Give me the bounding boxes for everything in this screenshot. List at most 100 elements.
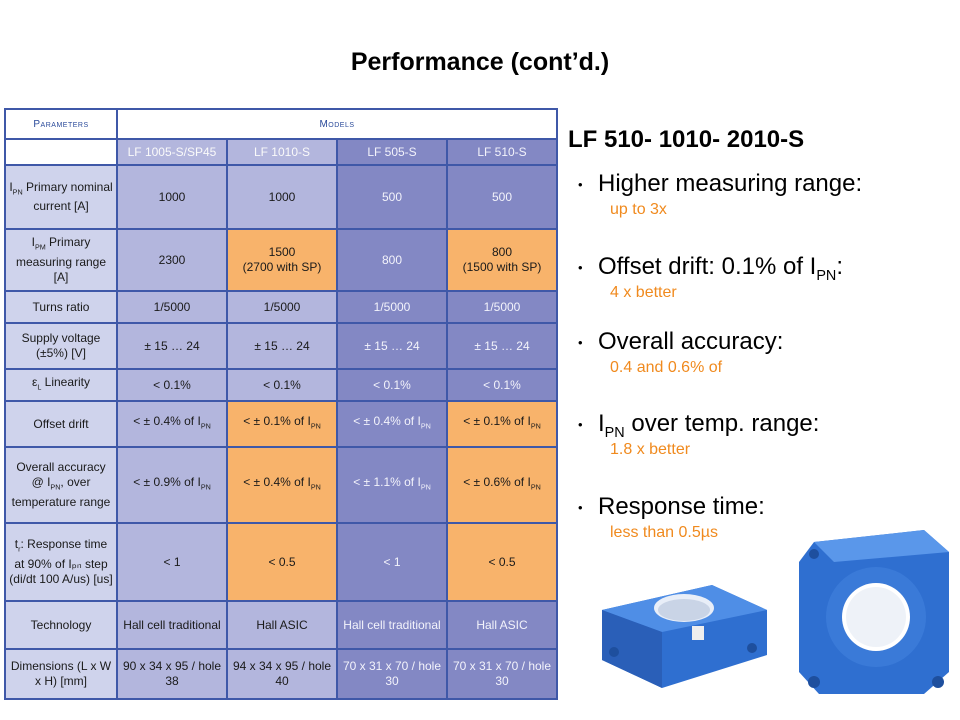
cell-note: (1500 with SP) [462,260,542,274]
table-cell: < ± 1.1% of IPN [338,448,446,522]
cell-value: 800 [491,245,513,259]
table-cell: < ± 0.4% of IPN [228,448,336,522]
cell-value: < 0.5 [268,554,296,569]
cell-value: Hall ASIC [256,617,308,632]
table-cell: 70 x 31 x 70 / hole 30 [448,650,556,698]
table-cell: < 0.5 [448,524,556,600]
cell-value: 500 [491,189,513,204]
models-row: LF 1005-S/SP45 LF 1010-S LF 505-S LF 510… [6,140,556,164]
table-cell: < 0.1% [448,370,556,400]
table-cell: < 1 [118,524,226,600]
parameter-rest-text: Linearity [41,375,91,390]
parameter-subscript: PN [12,187,23,197]
cell-value: 1/5000 [153,299,191,314]
table-cell: Hall cell traditional [118,602,226,648]
table-cell: 800 [338,230,446,290]
cell-value: 1/5000 [263,299,301,314]
parameter-main-text: Overall accuracy @ I [16,460,106,490]
parameter-rest-text: : Response time at 90% of Iₚₙ step (di/d… [9,537,113,586]
benefit-text: IPN over temp. range: [598,410,819,441]
benefit-detail: 1.8 x better [610,441,691,458]
cell-value: < 0.1% [483,377,521,392]
table-cell: < ± 0.6% of IPN [448,448,556,522]
table-cell: 500 [448,166,556,228]
cell-value: 70 x 31 x 70 / hole 30 [342,659,442,688]
parameter-main-text: Turns ratio [32,299,90,314]
table-cell: < ± 0.1% of IPN [228,402,336,446]
cell-value: Hall cell traditional [123,617,221,632]
benefit-subscript: PN [604,424,625,441]
benefit-text: Offset drift: 0.1% of IPN: [598,253,843,284]
benefit-text: Response time: [598,493,765,521]
parameter-rest-text: Primary nominal current [A] [22,179,113,214]
table-cell: < ± 0.9% of IPN [118,448,226,522]
header-row: Parameters Models [6,110,556,138]
cell-value: < ± 1.1% of I [353,475,421,490]
cell-value: 70 x 31 x 70 / hole 30 [452,659,552,688]
cell-value: < 1 [163,554,181,569]
header-parameters: Parameters [6,110,116,138]
table-cell: ± 15 … 24 [228,324,336,368]
cell-value: < ± 0.4% of I [353,414,421,429]
cell-value: 500 [381,189,403,204]
sensor-small-image [602,585,767,688]
model-name: LF 505-S [338,140,446,164]
parameter-subscript: PM [34,242,46,252]
parameter-main-text: I [31,235,35,250]
cell-subscript: PN [420,421,431,431]
benefit-main: Higher measuring range: [598,170,863,197]
cell-value: < 0.1% [153,377,191,392]
parameter-main-text: Technology [30,617,92,632]
bullet-icon: • [578,417,583,432]
cell-subscript: PN [310,421,321,431]
table-cell: Hall ASIC [448,602,556,648]
cell-value: ± 15 … 24 [474,338,530,353]
cell-value: < ± 0.4% of I [133,414,201,429]
cell-value: ± 15 … 24 [364,338,420,353]
page-title: Performance (cont’d.) [350,48,610,76]
table-cell: Hall ASIC [228,602,336,648]
table-row: Offset drift < ± 0.4% of IPN < ± 0.1% of I… [6,402,556,446]
table-cell: 94 x 34 x 95 / hole 40 [228,650,336,698]
parameter-label: Dimensions (L x W x H) [mm] [6,650,116,698]
spec-table-body: Parameters Models LF 1005-S/SP45 LF 1010… [6,110,556,698]
cell-value: 94 x 34 x 95 / hole 40 [232,659,332,688]
benefit-subscript: PN [816,267,837,284]
benefit-text: Higher measuring range: [598,170,862,198]
table-row: εL Linearity < 0.1% < 0.1% < 0.1% < 0.1% [6,370,556,400]
bullet-icon: • [578,260,583,275]
cell-subscript: PN [200,482,211,492]
benefit-tail: over temp. range: [624,410,820,437]
benefit-detail: up to 3x [610,201,667,218]
table-cell: 1500 (2700 with SP) [228,230,336,290]
cell-value: 1500 [268,245,296,259]
cell-subscript: PN [200,421,211,431]
parameter-main-text: Dimensions (L x W x H) [mm] [10,659,112,688]
cell-value: < ± 0.6% of I [463,475,531,490]
parameter-label: Supply voltage (±5%) [V] [6,324,116,368]
header-models: Models [118,110,556,138]
parameter-main-text: ε [31,375,38,390]
table-row: Supply voltage (±5%) [V] ± 15 … 24 ± 15 … … [6,324,556,368]
table-cell: < 0.1% [228,370,336,400]
benefit-tail: : [836,253,843,280]
parameter-main-text: t [14,537,19,552]
benefit-main: Overall accuracy: [598,328,784,355]
table-row: Overall accuracy @ IPN, over temperature… [6,448,556,522]
table-row: Turns ratio 1/5000 1/5000 1/5000 1/5000 [6,292,556,322]
table-cell: 500 [338,166,446,228]
table-cell: 70 x 31 x 70 / hole 30 [338,650,446,698]
cell-value: 1/5000 [373,299,411,314]
table-cell: 1/5000 [338,292,446,322]
cell-value: < 0.5 [488,554,516,569]
model-name: LF 1005-S/SP45 [118,140,226,164]
table-cell: < 0.5 [228,524,336,600]
cell-value: 1000 [158,189,186,204]
parameter-subscript: L [37,382,42,392]
cell-value: < ± 0.4% of I [243,475,311,490]
benefit-detail: 0.4 and 0.6% of [610,359,723,376]
cell-value: ± 15 … 24 [254,338,310,353]
cell-value: 1000 [268,189,296,204]
cell-value: < 0.1% [373,377,411,392]
parameter-rest-text: Primary measuring range [A] [15,235,107,284]
